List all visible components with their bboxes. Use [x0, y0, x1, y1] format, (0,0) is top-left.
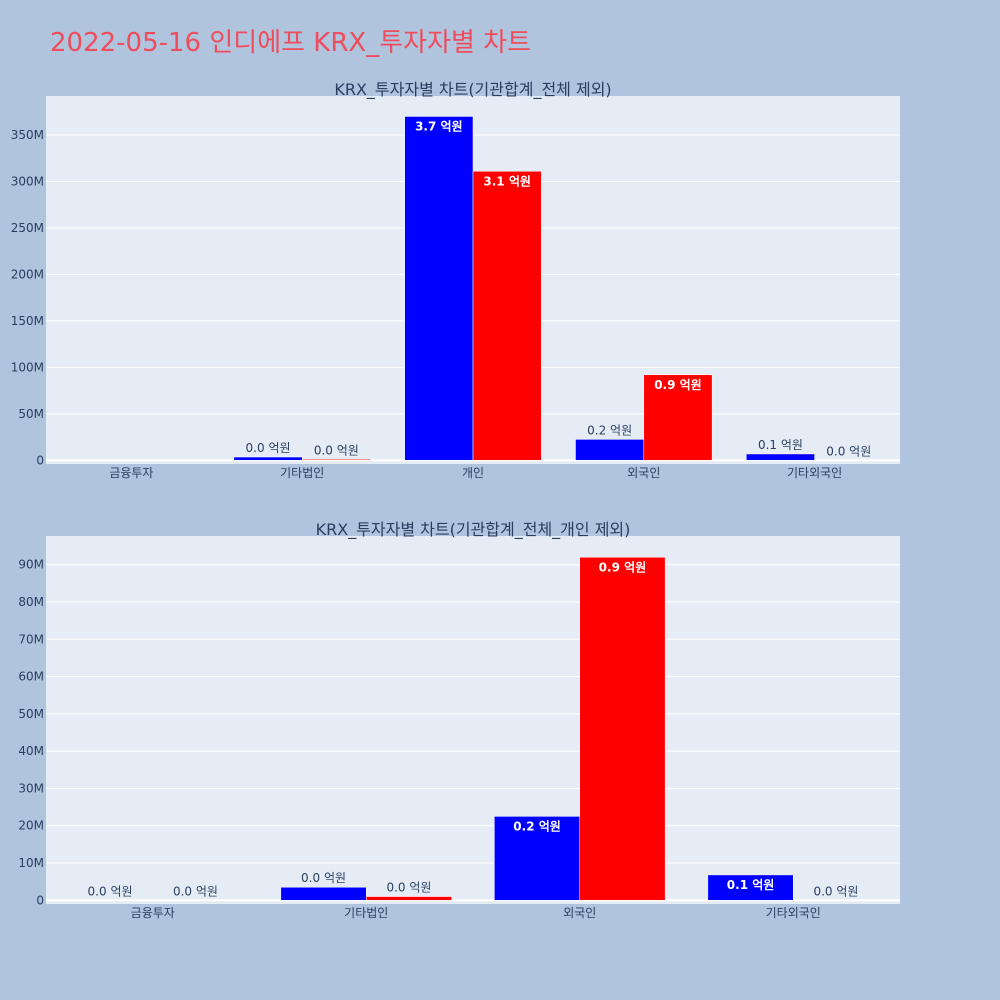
bar: [579, 557, 666, 901]
y-tick-label: 90M: [18, 558, 44, 572]
bar: [575, 439, 645, 461]
data-label: 0.2 억원: [513, 819, 561, 833]
plot-background: [46, 536, 900, 904]
bar: [707, 874, 794, 901]
data-label: 0.9 억원: [599, 560, 647, 574]
y-tick-label: 40M: [18, 744, 44, 758]
data-label: 0.0 억원: [88, 884, 133, 898]
y-tick-label: 300M: [11, 174, 44, 188]
bar: [746, 453, 815, 461]
y-tick-label: 200M: [11, 267, 44, 281]
y-tick-label: 70M: [18, 632, 44, 646]
x-tick-label: 기타법인: [280, 466, 324, 480]
data-label: 0.0 억원: [246, 441, 291, 455]
x-tick-label: 기타외국인: [766, 906, 821, 920]
y-tick-label: 100M: [11, 360, 44, 374]
x-tick-label: 기타법인: [344, 906, 388, 920]
subplot-title: KRX_투자자별 차트(기관합계_전체_개인 제외): [316, 520, 631, 540]
y-tick-label: 0: [36, 453, 44, 467]
data-label: 0.0 억원: [826, 444, 871, 458]
x-tick-label: 금융투자: [131, 906, 175, 920]
x-tick-label: 외국인: [563, 906, 596, 920]
bar: [494, 816, 581, 901]
y-tick-label: 350M: [11, 128, 44, 142]
y-tick-label: 20M: [18, 819, 44, 833]
data-label: 0.0 억원: [386, 881, 431, 895]
bar: [643, 374, 713, 461]
x-tick-label: 금융투자: [109, 466, 153, 480]
y-tick-label: 50M: [18, 407, 44, 421]
y-tick-label: 30M: [18, 781, 44, 795]
data-label: 0.0 억원: [314, 443, 359, 457]
subplot-title: KRX_투자자별 차트(기관합계_전체 제외): [334, 80, 611, 100]
data-label: 0.1 억원: [727, 878, 775, 892]
bar: [366, 896, 452, 901]
data-label: 0.0 억원: [173, 884, 218, 898]
y-tick-label: 10M: [18, 856, 44, 870]
y-tick-label: 250M: [11, 221, 44, 235]
x-tick-label: 개인: [462, 466, 484, 480]
data-label: 3.7 억원: [415, 119, 463, 133]
y-tick-label: 0: [36, 893, 44, 907]
data-label: 0.0 억원: [813, 884, 858, 898]
data-label: 0.1 억원: [758, 438, 803, 452]
y-tick-label: 60M: [18, 670, 44, 684]
bar: [404, 116, 474, 461]
y-tick-label: 50M: [18, 707, 44, 721]
page-title: 2022-05-16 인디에프 KRX_투자자별 차트: [50, 28, 532, 58]
data-label: 3.1 억원: [483, 174, 531, 188]
y-tick-label: 80M: [18, 595, 44, 609]
data-label: 0.9 억원: [654, 378, 702, 392]
x-tick-label: 기타외국인: [787, 466, 842, 480]
chart-2: 0 10M 20M 30M 40M 50M 60M 70M 80M 90M KRX_투자자별 차트(…: [18, 520, 900, 920]
chart-1: 0 50M 100M 150M 200M 250M 300M 350M KRX_투자자별 차트(…: [11, 80, 900, 480]
data-label: 0.0 억원: [301, 871, 346, 885]
x-tick-label: 외국인: [627, 466, 660, 480]
bar: [301, 459, 371, 461]
bar: [233, 456, 303, 461]
y-tick-label: 150M: [11, 314, 44, 328]
data-label: 0.2 억원: [587, 423, 632, 437]
bar: [472, 171, 542, 461]
bar: [280, 886, 367, 901]
